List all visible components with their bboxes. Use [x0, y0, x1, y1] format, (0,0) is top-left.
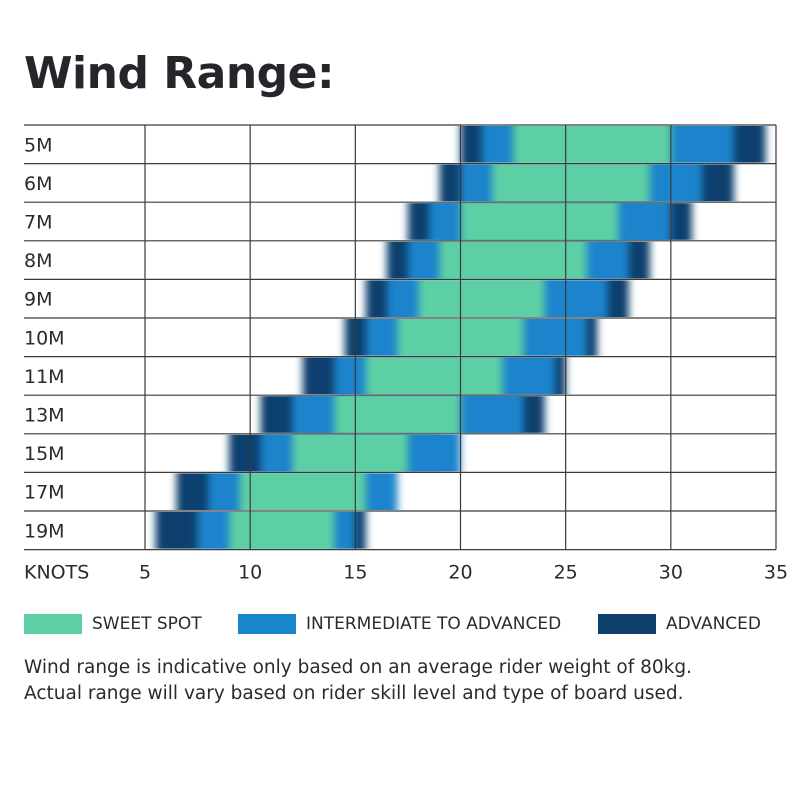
row-label-17m: 17M [24, 482, 65, 504]
row-label-5m: 5M [24, 134, 52, 156]
x-tick-label: 10 [238, 562, 262, 584]
row-label-13m: 13M [24, 405, 65, 427]
row-label-15m: 15M [24, 443, 65, 465]
legend-item-sweet-spot: SWEET SPOT [24, 614, 202, 634]
band-sweet-spot-13m [334, 396, 461, 433]
legend-swatch-intermediate-to-advanced [238, 614, 296, 634]
range-bands [155, 126, 766, 549]
band-sweet-spot-8m [439, 241, 587, 279]
chart-title: Wind Range: [24, 48, 335, 99]
band-sweet-spot-19m [229, 512, 335, 549]
band-sweet-spot-15m [292, 434, 408, 472]
chart-legend: SWEET SPOT INTERMEDIATE TO ADVANCED ADVA… [0, 614, 800, 640]
legend-item-advanced: ADVANCED [598, 614, 761, 634]
row-label-11m: 11M [24, 366, 65, 388]
row-label-7m: 7M [24, 212, 52, 234]
row-label-6m: 6M [24, 173, 52, 195]
band-sweet-spot-17m [239, 473, 366, 510]
row-label-19m: 19M [24, 520, 65, 542]
band-sweet-spot-7m [460, 203, 619, 240]
legend-swatch-advanced [598, 614, 656, 634]
note-line-2: Actual range will vary based on rider sk… [24, 683, 684, 704]
band-sweet-spot-11m [365, 357, 503, 395]
legend-label-advanced: ADVANCED [666, 614, 762, 634]
x-tick-label: 25 [554, 562, 578, 584]
band-sweet-spot-9m [418, 280, 545, 317]
band-sweet-spot-5m [513, 126, 671, 163]
x-axis-label: KNOTS [24, 562, 89, 584]
legend-item-intermediate-to-advanced: INTERMEDIATE TO ADVANCED [238, 614, 561, 634]
wind-range-chart: 5M 6M 7M 8M 9M 10M 11M 13M 15M 17M 19M KNOTS 5 10 15 20… [24, 124, 788, 584]
legend-swatch-sweet-spot [24, 614, 82, 634]
row-label-8m: 8M [24, 250, 52, 272]
x-tick-label: 30 [659, 562, 683, 584]
row-label-10m: 10M [24, 327, 65, 349]
x-tick-label: 35 [764, 562, 788, 584]
legend-label-sweet-spot: SWEET SPOT [92, 614, 202, 634]
note-line-1: Wind range is indicative only based on a… [24, 657, 692, 678]
x-tick-label: 15 [343, 562, 367, 584]
legend-label-intermediate-to-advanced: INTERMEDIATE TO ADVANCED [306, 614, 562, 634]
row-label-9m: 9M [24, 289, 52, 311]
x-tick-label: 5 [139, 562, 151, 584]
band-sweet-spot-6m [492, 164, 650, 202]
disclaimer-note: Wind range is indicative only based on a… [24, 655, 794, 707]
x-tick-label: 20 [448, 562, 472, 584]
